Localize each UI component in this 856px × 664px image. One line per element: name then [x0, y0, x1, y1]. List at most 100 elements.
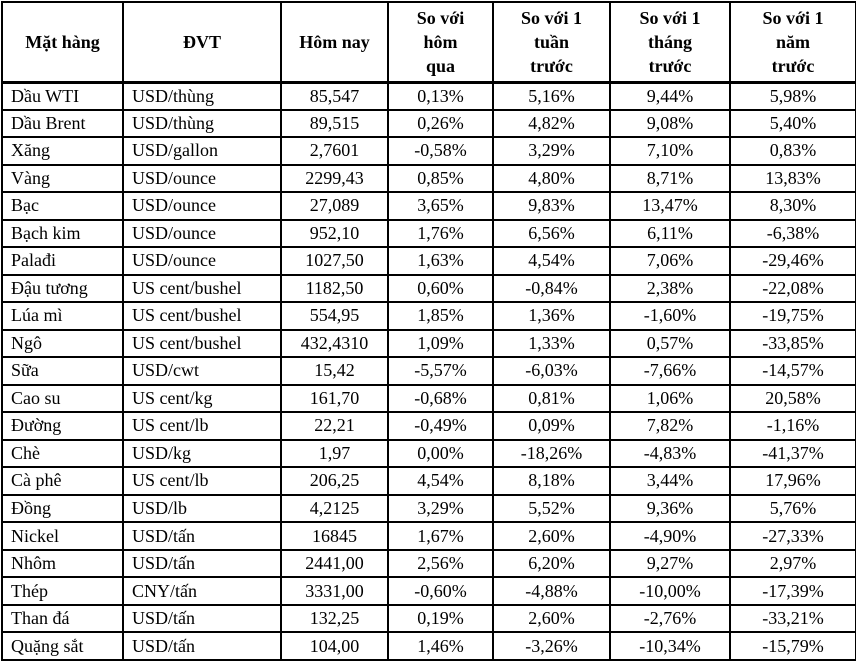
change-vs-yesterday-cell: 3,29% — [387, 493, 494, 524]
change-vs-month-cell: 13,47% — [609, 191, 731, 221]
commodity-name: Vàng — [1, 163, 124, 194]
table-row: Palađi USD/ounce 1027,50 1,63% 4,54% 7,06% -29… — [1, 246, 856, 276]
change-vs-week-cell: 6,20% — [492, 548, 611, 579]
unit-cell: USD/ounce — [122, 163, 282, 194]
change-vs-year-cell: -15,79% — [729, 631, 856, 661]
change-vs-week-cell: 4,54% — [492, 246, 611, 276]
unit-cell: CNY/tấn — [122, 576, 282, 606]
table-row: Chè USD/kg 1,97 0,00% -18,26% -4,83% -41,37% — [1, 438, 856, 469]
change-vs-month-cell: -4,90% — [609, 521, 731, 551]
today-price-cell: 2,7601 — [280, 136, 389, 166]
commodity-name: Thép — [1, 576, 124, 606]
change-vs-month-cell: 2,38% — [609, 273, 731, 304]
column-header-5: So với 1 tháng trước — [609, 1, 731, 84]
unit-cell: USD/ounce — [122, 246, 282, 276]
change-vs-week-cell: 4,82% — [492, 108, 611, 139]
today-price-cell: 432,4310 — [280, 328, 389, 359]
today-price-cell: 161,70 — [280, 383, 389, 414]
commodity-name: Chè — [1, 438, 124, 469]
change-vs-yesterday-cell: 0,19% — [387, 603, 494, 634]
change-vs-week-cell: -6,03% — [492, 356, 611, 386]
change-vs-year-cell: -22,08% — [729, 273, 856, 304]
change-vs-year-cell: 20,58% — [729, 383, 856, 414]
change-vs-month-cell: -2,76% — [609, 603, 731, 634]
change-vs-month-cell: 7,10% — [609, 136, 731, 166]
change-vs-year-cell: -17,39% — [729, 576, 856, 606]
change-vs-week-cell: 9,83% — [492, 191, 611, 221]
change-vs-year-cell: -27,33% — [729, 521, 856, 551]
change-vs-yesterday-cell: 1,63% — [387, 246, 494, 276]
unit-cell: USD/ounce — [122, 191, 282, 221]
unit-cell: USD/tấn — [122, 603, 282, 634]
change-vs-week-cell: 1,36% — [492, 301, 611, 331]
today-price-cell: 1027,50 — [280, 246, 389, 276]
table-row: Ngô US cent/bushel 432,4310 1,09% 1,33% 0,57%… — [1, 328, 856, 359]
table-header: Mặt hàng ĐVT Hôm nay So với hôm qua So với 1… — [1, 1, 856, 84]
commodity-name: Lúa mì — [1, 301, 124, 331]
change-vs-week-cell: 0,09% — [492, 411, 611, 441]
change-vs-month-cell: -10,34% — [609, 631, 731, 661]
unit-cell: US cent/bushel — [122, 273, 282, 304]
change-vs-year-cell: 13,83% — [729, 163, 856, 194]
change-vs-month-cell: 9,36% — [609, 493, 731, 524]
table-row: Bạch kim USD/ounce 952,10 1,76% 6,56% 6,11% -6… — [1, 218, 856, 249]
unit-cell: US cent/lb — [122, 466, 282, 496]
change-vs-yesterday-cell: 3,65% — [387, 191, 494, 221]
table-body: Dầu WTI USD/thùng 85,547 0,13% 5,16% 9,44% 5,9… — [1, 81, 856, 661]
today-price-cell: 132,25 — [280, 603, 389, 634]
change-vs-yesterday-cell: 1,67% — [387, 521, 494, 551]
commodity-name: Đậu tương — [1, 273, 124, 304]
change-vs-year-cell: 5,98% — [729, 81, 856, 111]
change-vs-month-cell: 9,44% — [609, 81, 731, 111]
commodity-name: Sữa — [1, 356, 124, 386]
table-row: Dầu WTI USD/thùng 85,547 0,13% 5,16% 9,44% 5,9… — [1, 81, 856, 111]
change-vs-yesterday-cell: 4,54% — [387, 466, 494, 496]
unit-cell: USD/lb — [122, 493, 282, 524]
change-vs-year-cell: 8,30% — [729, 191, 856, 221]
column-header-2: Hôm nay — [280, 1, 389, 84]
commodity-name: Cà phê — [1, 466, 124, 496]
commodity-name: Ngô — [1, 328, 124, 359]
change-vs-yesterday-cell: -0,60% — [387, 576, 494, 606]
commodity-name: Bạch kim — [1, 218, 124, 249]
unit-cell: USD/thùng — [122, 81, 282, 111]
table-row: Đường US cent/lb 22,21 -0,49% 0,09% 7,82% -1,1… — [1, 411, 856, 441]
today-price-cell: 3331,00 — [280, 576, 389, 606]
change-vs-week-cell: -0,84% — [492, 273, 611, 304]
commodity-name: Cao su — [1, 383, 124, 414]
change-vs-week-cell: 8,18% — [492, 466, 611, 496]
commodity-name: Đường — [1, 411, 124, 441]
change-vs-yesterday-cell: 1,09% — [387, 328, 494, 359]
today-price-cell: 27,089 — [280, 191, 389, 221]
unit-cell: USD/tấn — [122, 548, 282, 579]
table-row: Cà phê US cent/lb 206,25 4,54% 8,18% 3,44% 17,… — [1, 466, 856, 496]
change-vs-yesterday-cell: 0,85% — [387, 163, 494, 194]
change-vs-yesterday-cell: 1,76% — [387, 218, 494, 249]
unit-cell: USD/thùng — [122, 108, 282, 139]
change-vs-week-cell: 6,56% — [492, 218, 611, 249]
change-vs-yesterday-cell: 0,13% — [387, 81, 494, 111]
table-row: Thép CNY/tấn 3331,00 -0,60% -4,88% -10,00% -17… — [1, 576, 856, 606]
column-header-3: So với hôm qua — [387, 1, 494, 84]
table-row: Lúa mì US cent/bushel 554,95 1,85% 1,36% -1,6… — [1, 301, 856, 331]
unit-cell: USD/tấn — [122, 521, 282, 551]
table-row: Xăng USD/gallon 2,7601 -0,58% 3,29% 7,10% 0,83… — [1, 136, 856, 166]
column-header-6: So với 1 năm trước — [729, 1, 856, 84]
unit-cell: USD/cwt — [122, 356, 282, 386]
column-header-1: ĐVT — [122, 1, 282, 84]
today-price-cell: 22,21 — [280, 411, 389, 441]
change-vs-year-cell: -33,85% — [729, 328, 856, 359]
unit-cell: USD/ounce — [122, 218, 282, 249]
change-vs-month-cell: 0,57% — [609, 328, 731, 359]
change-vs-week-cell: -4,88% — [492, 576, 611, 606]
change-vs-month-cell: 9,08% — [609, 108, 731, 139]
today-price-cell: 15,42 — [280, 356, 389, 386]
table-row: Than đá USD/tấn 132,25 0,19% 2,60% -2,76% -33,… — [1, 603, 856, 634]
change-vs-yesterday-cell: 1,46% — [387, 631, 494, 661]
table-row: Sữa USD/cwt 15,42 -5,57% -6,03% -7,66% -14,57% — [1, 356, 856, 386]
change-vs-week-cell: 3,29% — [492, 136, 611, 166]
today-price-cell: 206,25 — [280, 466, 389, 496]
change-vs-month-cell: -4,83% — [609, 438, 731, 469]
unit-cell: US cent/bushel — [122, 328, 282, 359]
